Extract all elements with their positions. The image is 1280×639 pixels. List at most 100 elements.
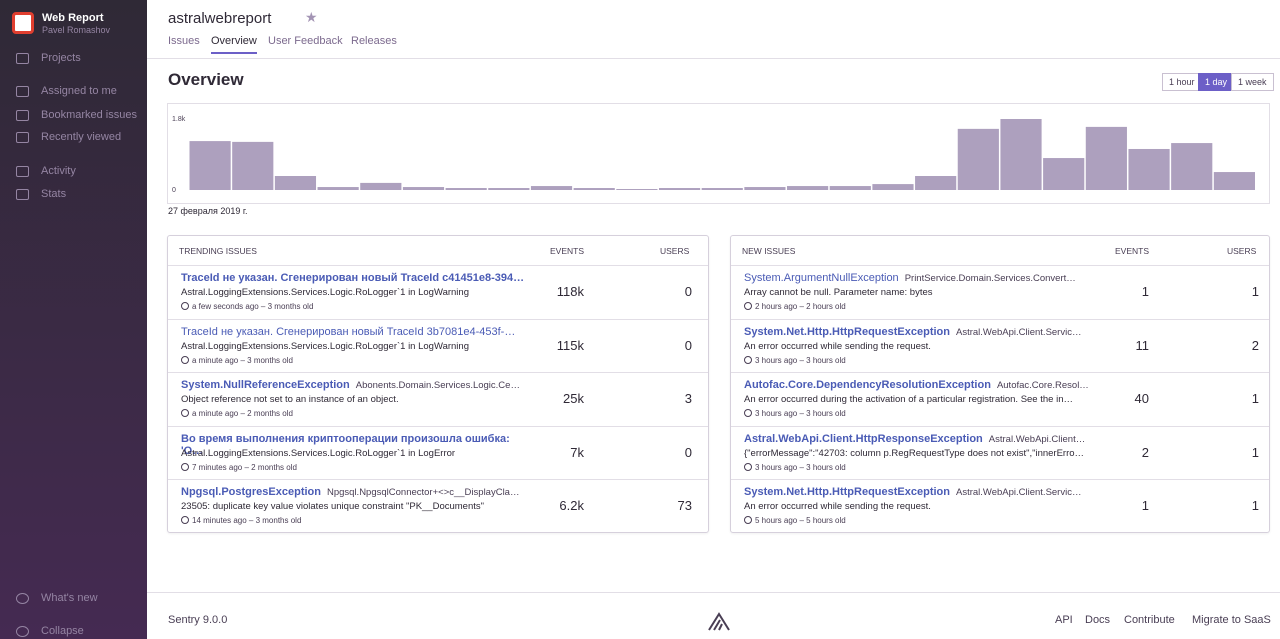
nav-item[interactable]: Stats (41, 188, 67, 200)
issue-message: 23505: duplicate key value violates uniq… (181, 501, 485, 512)
issue-title[interactable]: System.NullReferenceException Abonents.Do… (181, 379, 520, 391)
nav-item[interactable]: What's new (41, 592, 98, 604)
issue-row[interactable]: TraceId не указан. Сгенерирован новый Tr… (168, 265, 708, 319)
sentry-logo (708, 612, 730, 631)
tab[interactable]: Issues (168, 35, 200, 47)
footer-link[interactable]: API (1055, 614, 1073, 626)
issue-events: 11 (1135, 337, 1150, 353)
footer-link[interactable]: Contribute (1124, 614, 1175, 626)
issue-title-text[interactable]: TraceId не указан. Сгенерирован новый Tr… (181, 325, 516, 338)
range-button[interactable]: 1 day (1198, 73, 1235, 91)
bar (1043, 158, 1085, 190)
tab[interactable]: Overview (211, 35, 257, 54)
issue-culprit: Astral.WebApi.Client.Servic… (955, 487, 1082, 498)
issue-title-text[interactable]: System.Net.Http.HttpRequestException (744, 486, 950, 498)
issue-title-text[interactable]: System.NullReferenceException (181, 379, 350, 391)
issue-row[interactable]: Во время выполнения криптооперации произ… (168, 425, 708, 480)
issue-users: 1 (1251, 498, 1259, 513)
issue-title[interactable]: Astral.WebApi.Client.HttpResponseExcepti… (744, 433, 1085, 445)
issue-message: Astral.LoggingExtensions.Services.Logic.… (181, 287, 469, 298)
project-name[interactable]: astralwebreport (168, 10, 272, 27)
bar (1171, 143, 1213, 190)
nav-item[interactable]: Recently viewed (41, 131, 122, 143)
issue-meta: a minute ago – 2 months old (181, 409, 293, 418)
issue-users: 3 (684, 391, 692, 406)
issue-title[interactable]: System.Net.Http.HttpRequestException Astr… (744, 326, 1081, 338)
issue-title[interactable]: Npgsql.PostgresException Npgsql.NpgsqlCon… (181, 486, 519, 498)
column-header: USERS (1227, 246, 1257, 256)
column-header: USERS (660, 246, 690, 256)
issue-culprit: Astral.WebApi.Client… (988, 433, 1086, 445)
issue-row[interactable]: System.ArgumentNullException PrintService… (731, 265, 1269, 319)
issue-users: 1 (1251, 444, 1259, 460)
issue-events: 40 (1134, 391, 1149, 406)
issue-row[interactable]: Astral.WebApi.Client.HttpResponseExcepti… (731, 425, 1269, 480)
tab[interactable]: Releases (351, 35, 397, 47)
issue-users: 0 (684, 444, 692, 460)
sidebar: Web Report Pavel Romashov Projects Assign… (0, 0, 147, 639)
issue-title[interactable]: System.ArgumentNullException PrintService… (744, 272, 1076, 284)
bar (957, 128, 999, 190)
issue-title-text[interactable]: Autofac.Core.DependencyResolutionExcepti… (744, 379, 991, 391)
issue-culprit: Abonents.Domain.Services.Logic.Ce… (355, 380, 520, 391)
range-button[interactable]: 1 hour (1162, 73, 1202, 91)
column-header: NEW ISSUES (742, 246, 796, 256)
bar (360, 182, 402, 190)
footer-link[interactable]: Docs (1085, 614, 1111, 626)
nav-item[interactable]: Projects (41, 52, 81, 64)
issue-events: 115k (556, 337, 584, 353)
header-divider (147, 58, 1280, 59)
star-icon[interactable]: ★ (305, 9, 318, 25)
range-button[interactable]: 1 week (1231, 73, 1274, 91)
issue-events: 1 (1141, 284, 1149, 299)
issue-title-text[interactable]: Astral.WebApi.Client.HttpResponseExcepti… (744, 432, 983, 445)
nav-item[interactable]: Collapse (41, 625, 84, 637)
nav-item[interactable]: Assigned to me (41, 85, 117, 97)
nav-icon (16, 166, 29, 177)
bar (1213, 172, 1255, 190)
issue-users: 1 (1251, 284, 1259, 299)
issue-row[interactable]: System.NullReferenceException Abonents.Do… (168, 372, 708, 426)
footer-link[interactable]: Migrate to SaaS (1192, 614, 1271, 626)
issue-title[interactable]: TraceId не указан. Сгенерирован новый Tr… (181, 326, 515, 338)
bar (232, 141, 274, 190)
org-logo (12, 12, 34, 34)
bar (872, 184, 914, 190)
issue-row[interactable]: TraceId не указан. Сгенерирован новый Tr… (168, 318, 708, 373)
nav-icon (16, 593, 29, 604)
issue-title-text[interactable]: System.Net.Http.HttpRequestException (744, 325, 950, 338)
nav-icon (16, 86, 29, 97)
issue-row[interactable]: System.Net.Http.HttpRequestException Astr… (731, 479, 1269, 533)
footer-version: Sentry 9.0.0 (168, 614, 228, 626)
issue-events: 1 (1141, 498, 1149, 513)
bar (1000, 119, 1042, 190)
issue-title[interactable]: Autofac.Core.DependencyResolutionExcepti… (744, 379, 1089, 391)
issue-message: Astral.LoggingExtensions.Services.Logic.… (181, 340, 469, 352)
footer-divider (147, 592, 1280, 593)
issue-title-text[interactable]: System.ArgumentNullException (744, 272, 899, 284)
org-name[interactable]: Web Report (42, 12, 104, 24)
tab[interactable]: User Feedback (268, 35, 343, 47)
issue-title[interactable]: System.Net.Http.HttpRequestException Astr… (744, 486, 1081, 498)
bar (829, 186, 871, 190)
issue-users: 73 (677, 498, 692, 513)
issue-row[interactable]: System.Net.Http.HttpRequestException Astr… (731, 318, 1269, 373)
issue-meta: a few seconds ago – 3 months old (181, 302, 313, 311)
bar (445, 188, 487, 190)
user-name: Pavel Romashov (42, 25, 111, 35)
nav-item[interactable]: Bookmarked issues (41, 109, 137, 121)
issue-row[interactable]: Autofac.Core.DependencyResolutionExcepti… (731, 372, 1269, 426)
nav-item[interactable]: Activity (41, 165, 76, 177)
issue-row[interactable]: Npgsql.PostgresException Npgsql.NpgsqlCon… (168, 479, 708, 533)
issue-title-text[interactable]: Npgsql.PostgresException (181, 486, 321, 498)
issue-message: An error occurred while sending the requ… (744, 340, 931, 352)
chart-date: 27 февраля 2019 г. (168, 206, 248, 216)
y-tick-label: 1.8k (172, 116, 186, 123)
issue-title-text[interactable]: Во время выполнения криптооперации произ… (181, 432, 510, 457)
issue-events: 6.2k (559, 498, 584, 513)
nav-icon (16, 110, 29, 121)
issue-title-text[interactable]: TraceId не указан. Сгенерирован новый Tr… (181, 272, 525, 284)
issue-title[interactable]: Во время выполнения криптооперации произ… (181, 433, 526, 457)
issue-culprit: Astral.WebApi.Client.Servic… (955, 326, 1082, 338)
issue-title[interactable]: TraceId не указан. Сгенерирован новый Tr… (181, 272, 524, 284)
